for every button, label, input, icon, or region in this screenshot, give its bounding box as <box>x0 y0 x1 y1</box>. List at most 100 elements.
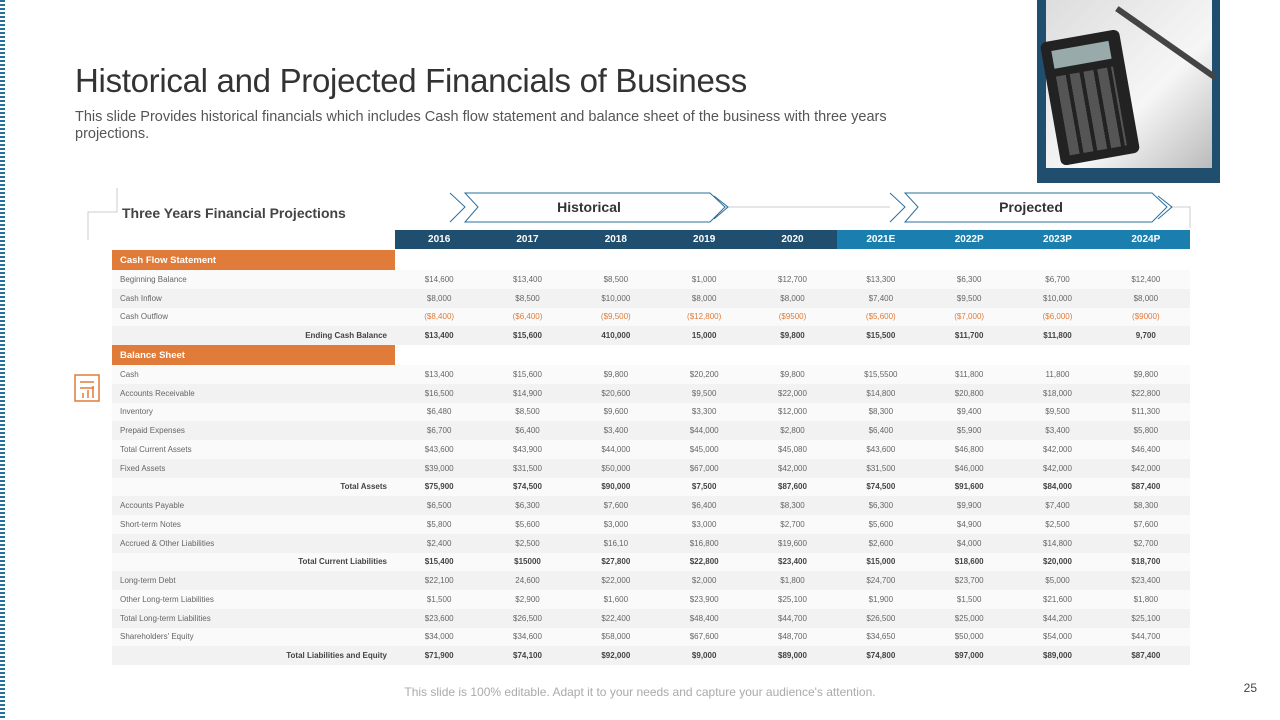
cell-value: $11,800 <box>1043 331 1072 341</box>
cell-value: $1,800 <box>1133 594 1159 604</box>
cell-value: $67,000 <box>689 463 719 473</box>
row-label: Cash <box>120 369 139 379</box>
cell-value: $8,300 <box>868 407 894 417</box>
row-label: Cash Inflow <box>120 293 162 303</box>
slide-subtitle: This slide Provides historical financial… <box>75 109 887 142</box>
cell-value: $12,700 <box>778 274 807 284</box>
cell-value: ($9000) <box>1132 312 1160 322</box>
row-label: Ending Cash Balance <box>305 331 387 341</box>
cell-value: $18,700 <box>1131 557 1161 567</box>
row-label: Beginning Balance <box>120 274 187 284</box>
cell-value: ($12,800) <box>687 312 722 322</box>
cell-value: $5,800 <box>426 519 452 529</box>
cell-value: $2,500 <box>515 538 540 548</box>
cell-value: $84,000 <box>1043 482 1072 492</box>
bracket <box>87 188 118 240</box>
cell-value: $23,600 <box>424 613 454 623</box>
cell-value: $43,600 <box>424 444 454 454</box>
row-bg <box>112 477 1190 497</box>
row-label: Shareholders' Equity <box>120 632 194 642</box>
cell-value: $11,800 <box>955 369 984 379</box>
cell-value: $15,400 <box>424 557 454 567</box>
column-header: 2020 <box>748 230 837 249</box>
row-bg <box>112 627 1190 647</box>
cell-value: $25,100 <box>1131 613 1161 623</box>
cell-value: $8,300 <box>1133 501 1159 511</box>
photo <box>1037 0 1220 183</box>
cell-value: $22,000 <box>778 388 807 398</box>
column-header: 2017 <box>483 230 572 249</box>
cell-value: $11,700 <box>954 331 984 341</box>
slide-title: Historical and Projected Financials of B… <box>75 62 747 99</box>
cell-value: 11,800 <box>1045 369 1070 379</box>
cell-value: $34,650 <box>866 632 896 642</box>
cell-value: $2,500 <box>1045 519 1070 529</box>
cell-value: $34,000 <box>424 632 454 642</box>
row-bg <box>112 421 1190 440</box>
row-bg <box>112 496 1190 515</box>
cell-value: $8,000 <box>780 293 805 303</box>
row-label: Total Current Liabilities <box>298 557 387 567</box>
row-bg <box>112 440 1190 459</box>
cell-value: $9,500 <box>691 388 717 398</box>
cell-value: $31,500 <box>866 463 896 473</box>
cell-value: $1,000 <box>691 274 717 284</box>
cell-value: $5,800 <box>1133 426 1159 436</box>
icon <box>74 374 100 402</box>
cell-value: $15,600 <box>513 331 542 341</box>
row-bg <box>112 515 1190 534</box>
cell-value: $3,300 <box>691 407 717 417</box>
cell-value: $8,000 <box>426 293 452 303</box>
chevron <box>889 192 906 223</box>
cell-value: $92,000 <box>601 651 631 661</box>
cell-value: ($9500) <box>778 312 807 322</box>
cell-value: $18,600 <box>954 557 984 567</box>
cell-value: $22,800 <box>689 557 719 567</box>
cell-value: $46,000 <box>954 463 984 473</box>
row-label: Prepaid Expenses <box>120 426 185 436</box>
cell-value: $6,400 <box>868 426 894 436</box>
cell-value: $23,700 <box>954 576 984 586</box>
cell-value: $39,000 <box>424 463 454 473</box>
column-header: 2024P <box>1101 230 1190 249</box>
cell-value: $16,500 <box>424 388 454 398</box>
cell-value: $89,000 <box>1043 651 1072 661</box>
cell-value: $1,500 <box>956 594 982 604</box>
row-bg <box>112 646 1190 665</box>
cell-value: $23,400 <box>778 557 807 567</box>
cell-value: $9,000 <box>691 651 717 661</box>
cell-value: $71,900 <box>424 651 454 661</box>
cell-value: $6,400 <box>691 501 717 511</box>
cell-value: $67,600 <box>689 632 719 642</box>
cell-value: $6,300 <box>868 501 894 511</box>
cell-value: $74,800 <box>866 651 896 661</box>
cell-value: $27,800 <box>601 557 631 567</box>
cell-value: $22,000 <box>601 576 631 586</box>
cell-value: $7,600 <box>603 501 629 511</box>
footer-note: This slide is 100% editable. Adapt it to… <box>404 685 875 699</box>
cell-value: $15,600 <box>513 369 542 379</box>
row-label: Total Current Assets <box>120 444 192 454</box>
row-label: Accrued & Other Liabilities <box>120 538 215 548</box>
cell-value: $87,400 <box>1131 482 1161 492</box>
cell-value: $15000 <box>514 557 541 567</box>
cell-value: $50,000 <box>601 463 631 473</box>
cell-value: $4,000 <box>956 538 982 548</box>
row-label: Inventory <box>120 407 153 417</box>
row-label: Short-term Notes <box>120 519 181 529</box>
cell-value: $9,800 <box>780 369 805 379</box>
cell-value: $42,000 <box>1043 463 1072 473</box>
cell-value: $1,500 <box>426 594 452 604</box>
cell-value: $7,400 <box>1045 501 1070 511</box>
group-label: Historical <box>557 199 621 215</box>
cell-value: $3,400 <box>1045 426 1070 436</box>
cell-value: $42,000 <box>1043 444 1072 454</box>
cell-value: $20,000 <box>1043 557 1072 567</box>
cell-value: 24,600 <box>515 576 540 586</box>
cell-value: $5,600 <box>515 519 540 529</box>
group-arrow <box>903 192 1168 223</box>
cell-value: $1,600 <box>603 594 629 604</box>
cell-value: $90,000 <box>601 482 631 492</box>
